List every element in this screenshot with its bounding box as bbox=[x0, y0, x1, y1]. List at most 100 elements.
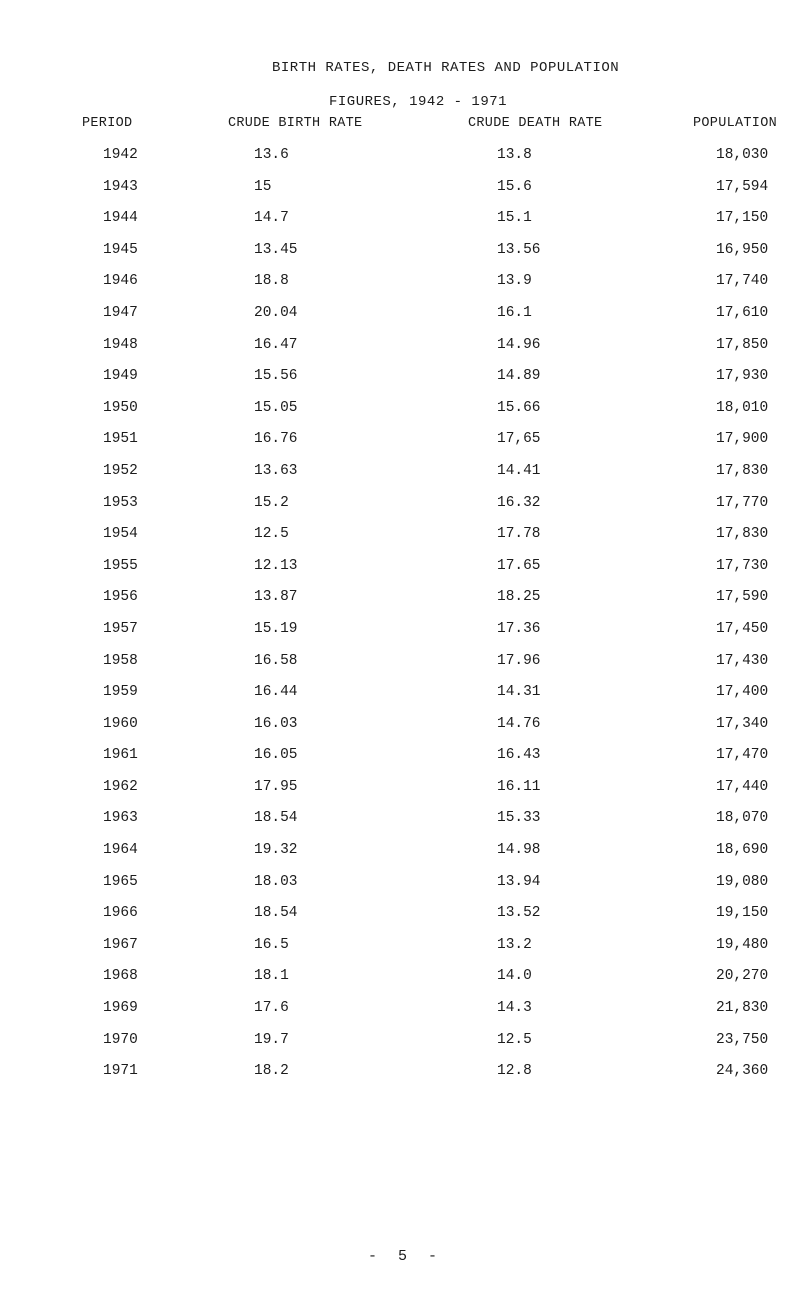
cell-year: 1960 bbox=[103, 715, 138, 732]
cell-year: 1970 bbox=[103, 1031, 138, 1048]
table-row: 1957 15.19 17.36 17,450 bbox=[0, 617, 800, 649]
cell-death-rate: 13.94 bbox=[497, 873, 541, 890]
cell-birth-rate: 15 bbox=[254, 178, 272, 195]
cell-birth-rate: 16.5 bbox=[254, 936, 289, 953]
cell-year: 1959 bbox=[103, 684, 138, 701]
table-row: 1953 15.2 16.32 17,770 bbox=[0, 491, 800, 523]
column-header-population: POPULATION bbox=[693, 116, 778, 131]
cell-death-rate: 14.76 bbox=[497, 715, 541, 732]
cell-population: 24,360 bbox=[716, 1063, 769, 1080]
table-row: 1956 13.87 18.25 17,590 bbox=[0, 585, 800, 617]
cell-population: 19,080 bbox=[716, 873, 769, 890]
cell-birth-rate: 16.58 bbox=[254, 652, 298, 669]
cell-year: 1957 bbox=[103, 620, 138, 637]
cell-year: 1942 bbox=[103, 147, 138, 163]
table-row: 1958 16.58 17.96 17,430 bbox=[0, 649, 800, 681]
cell-year: 1953 bbox=[103, 494, 138, 511]
cell-population: 18,030 bbox=[716, 147, 769, 163]
cell-year: 1945 bbox=[103, 241, 138, 258]
cell-population: 17,150 bbox=[716, 210, 769, 227]
cell-population: 17,730 bbox=[716, 557, 769, 574]
cell-year: 1969 bbox=[103, 1000, 138, 1017]
cell-population: 17,770 bbox=[716, 494, 769, 511]
cell-population: 20,270 bbox=[716, 968, 769, 985]
cell-population: 17,850 bbox=[716, 336, 769, 353]
cell-death-rate: 17.78 bbox=[497, 526, 541, 543]
cell-birth-rate: 18.54 bbox=[254, 905, 298, 922]
cell-birth-rate: 18.54 bbox=[254, 810, 298, 827]
table-row: 1945 13.45 13.56 16,950 bbox=[0, 238, 800, 270]
cell-population: 17,930 bbox=[716, 368, 769, 385]
cell-death-rate: 13.2 bbox=[497, 936, 532, 953]
cell-birth-rate: 18.8 bbox=[254, 273, 289, 290]
table-row: 1944 14.7 15.1 17,150 bbox=[0, 206, 800, 238]
cell-birth-rate: 16.44 bbox=[254, 684, 298, 701]
cell-population: 17,830 bbox=[716, 462, 769, 479]
column-header-birth-rate: CRUDE BIRTH RATE bbox=[228, 116, 363, 131]
cell-year: 1946 bbox=[103, 273, 138, 290]
cell-year: 1943 bbox=[103, 178, 138, 195]
cell-population: 18,010 bbox=[716, 399, 769, 416]
cell-birth-rate: 15.19 bbox=[254, 620, 298, 637]
cell-death-rate: 17,65 bbox=[497, 431, 541, 448]
cell-death-rate: 15.33 bbox=[497, 810, 541, 827]
cell-death-rate: 16.32 bbox=[497, 494, 541, 511]
cell-population: 17,450 bbox=[716, 620, 769, 637]
cell-population: 17,594 bbox=[716, 178, 769, 195]
cell-population: 17,440 bbox=[716, 778, 769, 795]
cell-birth-rate: 16.05 bbox=[254, 747, 298, 764]
page-subtitle: FIGURES, 1942 - 1971 bbox=[329, 94, 508, 110]
cell-death-rate: 17.65 bbox=[497, 557, 541, 574]
cell-year: 1967 bbox=[103, 936, 138, 953]
table-row: 1962 17.95 16.11 17,440 bbox=[0, 775, 800, 807]
cell-population: 19,480 bbox=[716, 936, 769, 953]
cell-death-rate: 14.89 bbox=[497, 368, 541, 385]
cell-birth-rate: 19.32 bbox=[254, 842, 298, 859]
cell-death-rate: 17.36 bbox=[497, 620, 541, 637]
cell-birth-rate: 17.95 bbox=[254, 778, 298, 795]
table-row: 1964 19.32 14.98 18,690 bbox=[0, 838, 800, 870]
table-row: 1947 20.04 16.1 17,610 bbox=[0, 301, 800, 333]
cell-year: 1954 bbox=[103, 526, 138, 543]
cell-death-rate: 14.3 bbox=[497, 1000, 532, 1017]
cell-birth-rate: 17.6 bbox=[254, 1000, 289, 1017]
cell-year: 1944 bbox=[103, 210, 138, 227]
table-row: 1951 16.76 17,65 17,900 bbox=[0, 427, 800, 459]
cell-year: 1950 bbox=[103, 399, 138, 416]
page-title: BIRTH RATES, DEATH RATES AND POPULATION bbox=[272, 60, 620, 76]
cell-death-rate: 13.9 bbox=[497, 273, 532, 290]
cell-year: 1961 bbox=[103, 747, 138, 764]
data-table: 1942 13.6 13.8 18,030 1943 15 15.6 17,594 1944 14… bbox=[0, 143, 800, 1091]
cell-death-rate: 12.8 bbox=[497, 1063, 532, 1080]
table-row: 1971 18.2 12.8 24,360 bbox=[0, 1059, 800, 1091]
cell-death-rate: 13.8 bbox=[497, 147, 532, 163]
cell-death-rate: 14.41 bbox=[497, 462, 541, 479]
cell-death-rate: 18.25 bbox=[497, 589, 541, 606]
table-row: 1967 16.5 13.2 19,480 bbox=[0, 933, 800, 965]
cell-birth-rate: 16.03 bbox=[254, 715, 298, 732]
table-row: 1969 17.6 14.3 21,830 bbox=[0, 996, 800, 1028]
table-row: 1963 18.54 15.33 18,070 bbox=[0, 806, 800, 838]
table-row: 1942 13.6 13.8 18,030 bbox=[0, 143, 800, 175]
cell-death-rate: 14.98 bbox=[497, 842, 541, 859]
cell-death-rate: 14.0 bbox=[497, 968, 532, 985]
cell-death-rate: 17.96 bbox=[497, 652, 541, 669]
cell-year: 1956 bbox=[103, 589, 138, 606]
cell-birth-rate: 18.1 bbox=[254, 968, 289, 985]
table-row: 1950 15.05 15.66 18,010 bbox=[0, 396, 800, 428]
table-row: 1968 18.1 14.0 20,270 bbox=[0, 964, 800, 996]
cell-population: 17,740 bbox=[716, 273, 769, 290]
cell-birth-rate: 16.76 bbox=[254, 431, 298, 448]
cell-death-rate: 15.1 bbox=[497, 210, 532, 227]
cell-death-rate: 14.31 bbox=[497, 684, 541, 701]
cell-population: 17,340 bbox=[716, 715, 769, 732]
cell-population: 21,830 bbox=[716, 1000, 769, 1017]
cell-birth-rate: 15.2 bbox=[254, 494, 289, 511]
cell-year: 1947 bbox=[103, 304, 138, 321]
cell-population: 18,690 bbox=[716, 842, 769, 859]
table-row: 1970 19.7 12.5 23,750 bbox=[0, 1028, 800, 1060]
cell-year: 1968 bbox=[103, 968, 138, 985]
cell-year: 1955 bbox=[103, 557, 138, 574]
cell-year: 1971 bbox=[103, 1063, 138, 1080]
cell-population: 17,400 bbox=[716, 684, 769, 701]
